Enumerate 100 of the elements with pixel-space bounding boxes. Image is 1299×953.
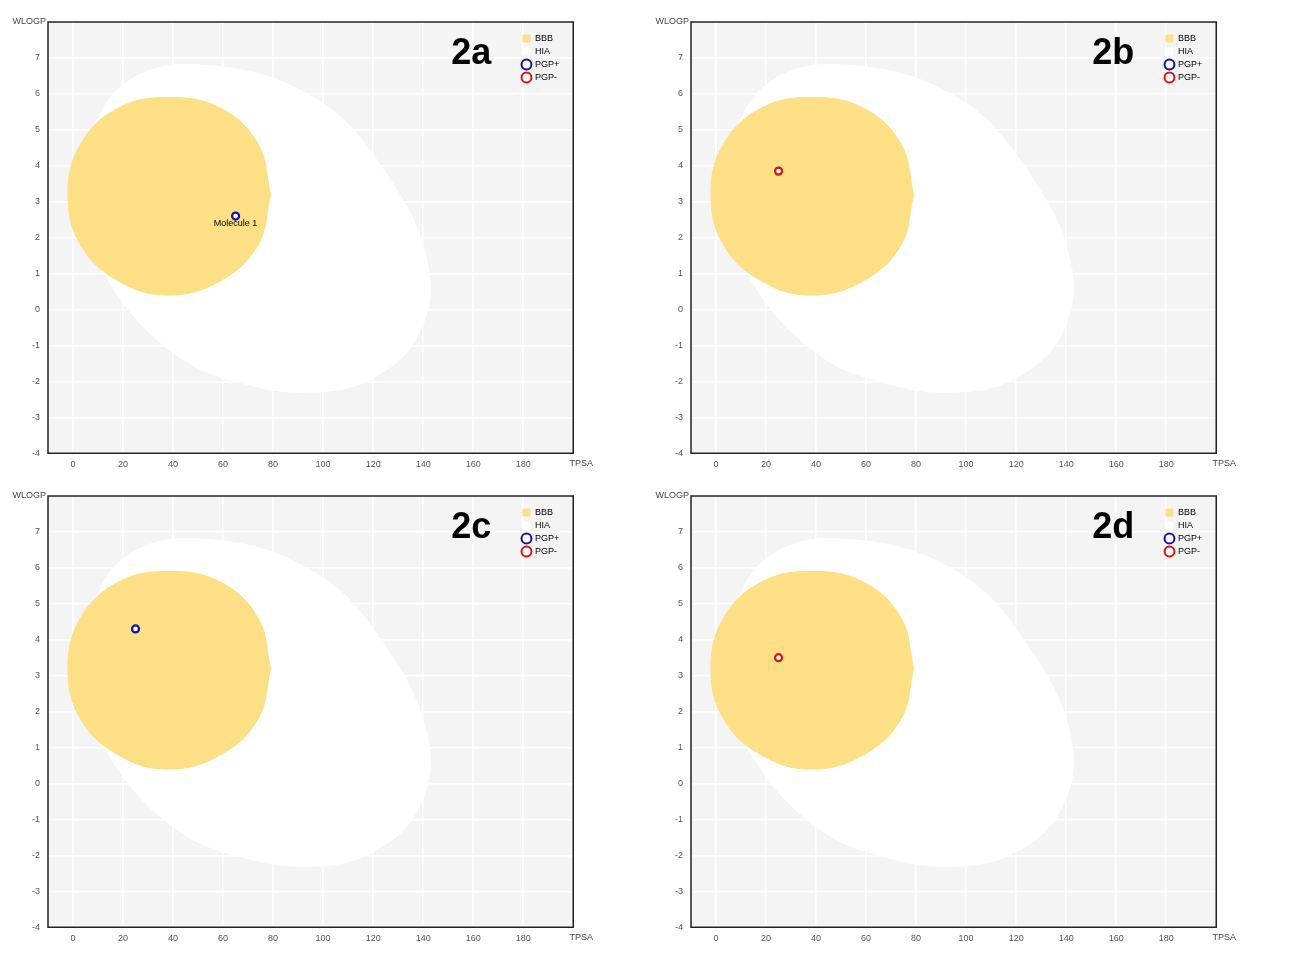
y-tick-label: 7: [677, 52, 683, 63]
legend-label: BBB: [534, 506, 553, 517]
legend-label: PGP+: [1177, 58, 1203, 69]
x-tick-label: 40: [811, 933, 822, 944]
legend-label: PGP+: [534, 532, 560, 543]
y-tick-label: -1: [31, 339, 40, 350]
x-tick-label: 140: [1058, 933, 1074, 944]
y-tick-label: -3: [674, 411, 683, 422]
x-tick-label: 80: [911, 459, 922, 470]
x-tick-label: 120: [365, 459, 381, 470]
y-tick-label: 7: [34, 52, 40, 63]
x-tick-label: 140: [415, 933, 431, 944]
y-tick-label: -2: [31, 849, 40, 860]
x-tick-label: 40: [811, 459, 822, 470]
y-tick-label: 0: [677, 303, 683, 314]
x-tick-label: 160: [1108, 933, 1124, 944]
y-tick-label: 5: [677, 598, 683, 609]
y-tick-label: 1: [34, 268, 40, 279]
y-tick-label: 5: [34, 124, 40, 135]
x-tick-label: 80: [268, 459, 279, 470]
y-tick-label: -4: [31, 921, 40, 932]
legend-label: HIA: [1177, 45, 1193, 56]
y-tick-label: 0: [677, 777, 683, 788]
y-tick-label: -1: [674, 339, 683, 350]
legend-label: HIA: [534, 519, 550, 530]
chart-title: 2c: [451, 504, 492, 546]
y-tick-label: -1: [31, 813, 40, 824]
x-tick-label: 20: [118, 933, 129, 944]
x-tick-label: 100: [958, 459, 974, 470]
y-tick-label: 3: [34, 196, 40, 207]
y-tick-label: 2: [34, 706, 40, 717]
y-tick-label: 1: [677, 268, 683, 279]
y-tick-label: 3: [677, 670, 683, 681]
y-tick-label: 6: [677, 562, 683, 573]
y-tick-label: 0: [34, 777, 40, 788]
x-tick-label: 120: [1008, 933, 1024, 944]
legend-label: PGP-: [534, 71, 557, 82]
y-tick-label: -2: [31, 375, 40, 386]
x-tick-label: 180: [1158, 933, 1174, 944]
x-tick-label: 80: [911, 933, 922, 944]
y-axis-title: WLOGP: [12, 16, 46, 27]
x-tick-label: 0: [713, 459, 719, 470]
y-tick-label: 2: [677, 706, 683, 717]
x-tick-label: 0: [70, 459, 76, 470]
y-tick-label: -4: [674, 921, 683, 932]
annotation: Molecule 1: [213, 218, 258, 229]
legend-label: HIA: [534, 45, 550, 56]
x-axis-title: TPSA: [1212, 932, 1236, 943]
y-tick-label: -3: [31, 885, 40, 896]
y-tick-label: 1: [34, 742, 40, 753]
x-tick-label: 60: [218, 459, 229, 470]
x-axis-title: TPSA: [1212, 458, 1236, 469]
x-tick-label: 140: [1058, 459, 1074, 470]
y-tick-label: -4: [674, 447, 683, 458]
y-tick-label: 4: [677, 160, 683, 171]
y-tick-label: 3: [34, 670, 40, 681]
y-tick-label: 2: [677, 232, 683, 243]
y-tick-label: 5: [34, 598, 40, 609]
x-axis-title: TPSA: [569, 932, 593, 943]
x-tick-label: 100: [315, 933, 331, 944]
legend-label: BBB: [1177, 32, 1196, 43]
x-tick-label: 160: [465, 933, 481, 944]
x-tick-label: 40: [168, 459, 179, 470]
y-tick-label: -1: [674, 813, 683, 824]
x-tick-label: 140: [415, 459, 431, 470]
legend-label: HIA: [1177, 519, 1193, 530]
x-tick-label: 20: [761, 933, 772, 944]
y-tick-label: -4: [31, 447, 40, 458]
legend-label: PGP-: [1177, 545, 1200, 556]
legend-label: PGP-: [1177, 71, 1200, 82]
chart-title: 2a: [451, 30, 493, 72]
y-axis-title: WLOGP: [655, 16, 689, 27]
x-tick-label: 100: [315, 459, 331, 470]
x-tick-label: 20: [118, 459, 129, 470]
x-tick-label: 60: [861, 459, 872, 470]
chart-title: 2d: [1092, 504, 1135, 546]
y-tick-label: 0: [34, 303, 40, 314]
x-tick-label: 100: [958, 933, 974, 944]
y-tick-label: 6: [34, 562, 40, 573]
x-tick-label: 0: [713, 933, 719, 944]
y-tick-label: 7: [34, 526, 40, 537]
y-tick-label: -2: [674, 375, 683, 386]
y-tick-label: 4: [34, 634, 40, 645]
y-tick-label: -2: [674, 849, 683, 860]
x-tick-label: 60: [218, 933, 229, 944]
y-tick-label: 4: [34, 160, 40, 171]
y-tick-label: 6: [34, 88, 40, 99]
y-tick-label: 5: [677, 124, 683, 135]
legend-label: PGP+: [534, 58, 560, 69]
y-tick-label: 4: [677, 634, 683, 645]
legend-label: BBB: [1177, 506, 1196, 517]
x-tick-label: 160: [465, 459, 481, 470]
x-axis-title: TPSA: [569, 458, 593, 469]
y-tick-label: 2: [34, 232, 40, 243]
x-tick-label: 20: [761, 459, 772, 470]
x-tick-label: 180: [1158, 459, 1174, 470]
y-tick-label: -3: [674, 885, 683, 896]
y-tick-label: 6: [677, 88, 683, 99]
y-tick-label: 3: [677, 196, 683, 207]
x-tick-label: 120: [1008, 459, 1024, 470]
